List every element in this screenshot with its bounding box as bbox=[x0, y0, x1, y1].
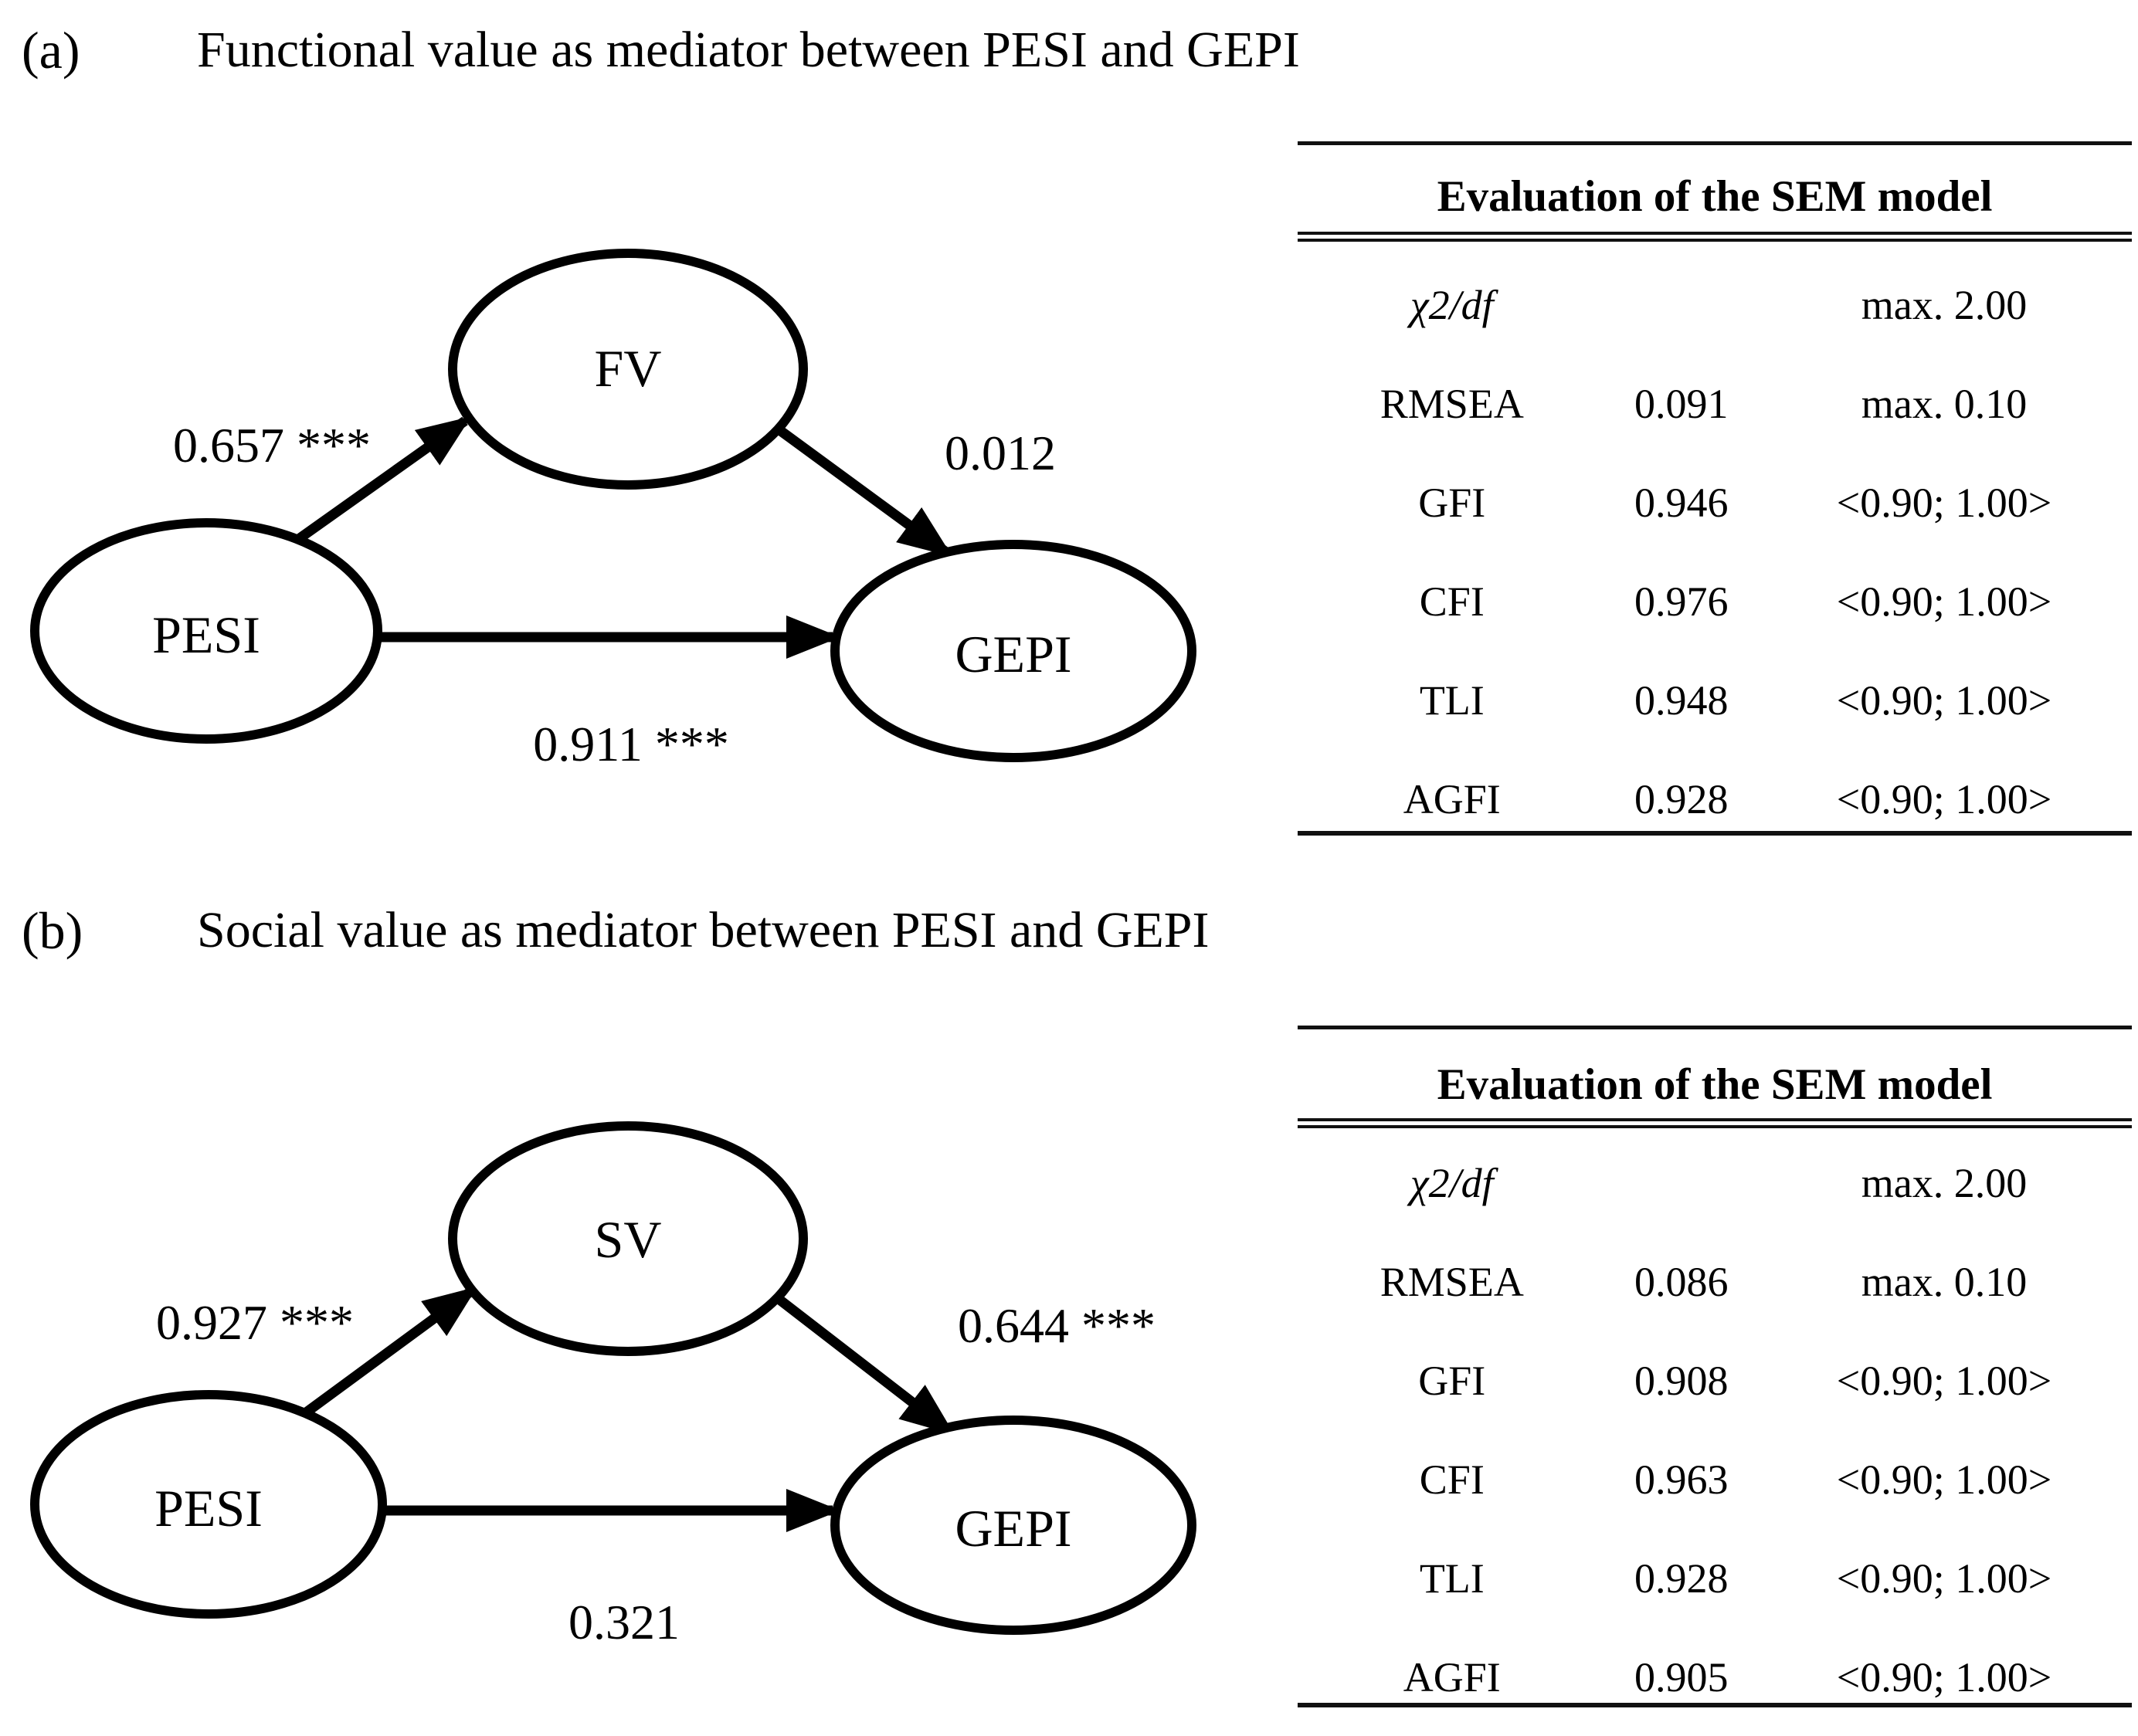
node-gepi-ellipse bbox=[830, 1416, 1196, 1635]
row-range-cell: <0.90; 1.00> bbox=[1836, 677, 2052, 724]
arrow-sv-to-gepi bbox=[775, 1294, 955, 1436]
row-value-cell: 0.091 bbox=[1634, 381, 1729, 427]
coef-pesi-gepi: 0.911 *** bbox=[533, 717, 729, 771]
coef-sv-gepi: 0.644 *** bbox=[958, 1298, 1156, 1353]
table-row: TLI 0.928 <0.90; 1.00> bbox=[1298, 1532, 2132, 1625]
row-label-cell: χ2/df bbox=[1410, 282, 1494, 328]
row-range-cell: max. 0.10 bbox=[1861, 381, 2028, 427]
row-range-cell: <0.90; 1.00> bbox=[1836, 1456, 2052, 1503]
row-value-cell: 0.908 bbox=[1634, 1358, 1729, 1404]
node-pesi-label: PESI bbox=[154, 1479, 263, 1538]
panel-b-evaluation-table: Evaluation of the SEM model χ2/df max. 2… bbox=[1298, 1000, 2132, 1718]
row-value-cell: 0.948 bbox=[1634, 677, 1729, 724]
node-gepi-label: GEPI bbox=[955, 625, 1071, 683]
row-range-cell: max. 0.10 bbox=[1861, 1259, 2028, 1305]
table-b-bottom-rule bbox=[1298, 1703, 2132, 1707]
node-fv-label: FV bbox=[595, 339, 662, 398]
panel-b-title: Social value as mediator between PESI an… bbox=[197, 902, 1210, 958]
node-gepi: GEPI bbox=[830, 1416, 1196, 1635]
table-row: GFI 0.946 <0.90; 1.00> bbox=[1298, 456, 2132, 549]
table-row: χ2/df max. 2.00 bbox=[1298, 259, 2132, 351]
row-label-cell: CFI bbox=[1419, 578, 1485, 625]
node-gepi-ellipse bbox=[830, 540, 1196, 762]
panel-a-heading: (a) Functional value as mediator between… bbox=[0, 12, 2138, 89]
node-pesi-ellipse bbox=[30, 518, 382, 744]
node-sv: SV bbox=[448, 1121, 808, 1356]
node-fv: FV bbox=[448, 249, 808, 490]
node-pesi: PESI bbox=[30, 518, 382, 744]
row-range-cell: <0.90; 1.00> bbox=[1836, 578, 2052, 625]
row-label-cell: TLI bbox=[1419, 1555, 1485, 1602]
row-range-cell: <0.90; 1.00> bbox=[1836, 1358, 2052, 1404]
table-row: RMSEA 0.091 max. 0.10 bbox=[1298, 358, 2132, 450]
node-pesi: PESI bbox=[30, 1390, 387, 1619]
arrow-fv-to-gepi bbox=[775, 425, 953, 557]
node-gepi-label: GEPI bbox=[955, 1499, 1071, 1558]
row-label-cell: TLI bbox=[1419, 677, 1485, 724]
row-label-cell: AGFI bbox=[1403, 776, 1501, 822]
table-b-header: Evaluation of the SEM model bbox=[1437, 1060, 1993, 1109]
row-value-cell: 0.928 bbox=[1634, 1555, 1729, 1602]
coef-fv-gepi: 0.012 bbox=[945, 426, 1056, 480]
row-value-cell: 0.946 bbox=[1634, 480, 1729, 526]
coef-pesi-sv: 0.927 *** bbox=[156, 1295, 354, 1350]
row-label-cell: GFI bbox=[1418, 480, 1486, 526]
row-range-cell: <0.90; 1.00> bbox=[1836, 776, 2052, 822]
row-label-cell: RMSEA bbox=[1380, 381, 1524, 427]
table-a-header: Evaluation of the SEM model bbox=[1437, 172, 1993, 221]
panel-a-title: Functional value as mediator between PES… bbox=[197, 22, 1300, 78]
table-row: RMSEA 0.086 max. 0.10 bbox=[1298, 1236, 2132, 1328]
table-a-header-rule bbox=[1298, 232, 2132, 242]
table-row: AGFI 0.928 <0.90; 1.00> bbox=[1298, 753, 2132, 846]
row-label-cell: CFI bbox=[1419, 1456, 1485, 1503]
table-row: GFI 0.908 <0.90; 1.00> bbox=[1298, 1334, 2132, 1427]
node-sv-ellipse bbox=[448, 1121, 808, 1356]
row-range-cell: <0.90; 1.00> bbox=[1836, 1654, 2052, 1700]
row-value-cell: 0.976 bbox=[1634, 578, 1729, 625]
table-a-bottom-rule bbox=[1298, 831, 2132, 836]
panel-a-tag: (a) bbox=[22, 21, 80, 80]
node-pesi-label: PESI bbox=[152, 605, 260, 664]
node-pesi-ellipse bbox=[30, 1390, 387, 1619]
row-label-cell: AGFI bbox=[1403, 1654, 1501, 1700]
panel-a-path-diagram: FV PESI GEPI 0.657 *** 0.012 0.911 *** bbox=[30, 249, 1196, 771]
table-row: AGFI 0.905 <0.90; 1.00> bbox=[1298, 1631, 2132, 1724]
arrow-pesi-to-sv bbox=[302, 1287, 478, 1418]
node-fv-ellipse bbox=[448, 249, 808, 490]
row-label-cell: χ2/df bbox=[1410, 1160, 1494, 1206]
table-row: TLI 0.948 <0.90; 1.00> bbox=[1298, 654, 2132, 747]
row-value-cell: 0.963 bbox=[1634, 1456, 1729, 1503]
table-row: χ2/df max. 2.00 bbox=[1298, 1137, 2132, 1229]
row-range-cell: max. 2.00 bbox=[1861, 282, 2028, 328]
table-b-header-rule bbox=[1298, 1118, 2132, 1128]
table-b-top-rule bbox=[1298, 1026, 2132, 1029]
node-sv-label: SV bbox=[595, 1210, 662, 1269]
row-label-cell: RMSEA bbox=[1380, 1259, 1524, 1305]
panel-b-heading: (b) Social value as mediator between PES… bbox=[0, 892, 2138, 969]
row-value-cell: 0.928 bbox=[1634, 776, 1729, 822]
coef-pesi-gepi: 0.321 bbox=[568, 1595, 680, 1650]
row-value-cell: 0.086 bbox=[1634, 1259, 1729, 1305]
panel-b-tag: (b) bbox=[22, 901, 83, 960]
table-row: CFI 0.976 <0.90; 1.00> bbox=[1298, 555, 2132, 648]
table-a-top-rule bbox=[1298, 141, 2132, 145]
panel-a-evaluation-table: Evaluation of the SEM model χ2/df max. 2… bbox=[1298, 116, 2132, 849]
row-range-cell: max. 2.00 bbox=[1861, 1160, 2028, 1206]
arrow-pesi-to-fv bbox=[297, 416, 472, 543]
table-row: CFI 0.963 <0.90; 1.00> bbox=[1298, 1433, 2132, 1526]
coef-pesi-fv: 0.657 *** bbox=[173, 418, 371, 473]
node-gepi: GEPI bbox=[830, 540, 1196, 762]
panel-b-path-diagram: SV PESI GEPI 0.927 *** 0.644 *** 0.321 bbox=[30, 1121, 1196, 1650]
row-range-cell: <0.90; 1.00> bbox=[1836, 480, 2052, 526]
row-range-cell: <0.90; 1.00> bbox=[1836, 1555, 2052, 1602]
row-label-cell: GFI bbox=[1418, 1358, 1486, 1404]
row-value-cell: 0.905 bbox=[1634, 1654, 1729, 1700]
